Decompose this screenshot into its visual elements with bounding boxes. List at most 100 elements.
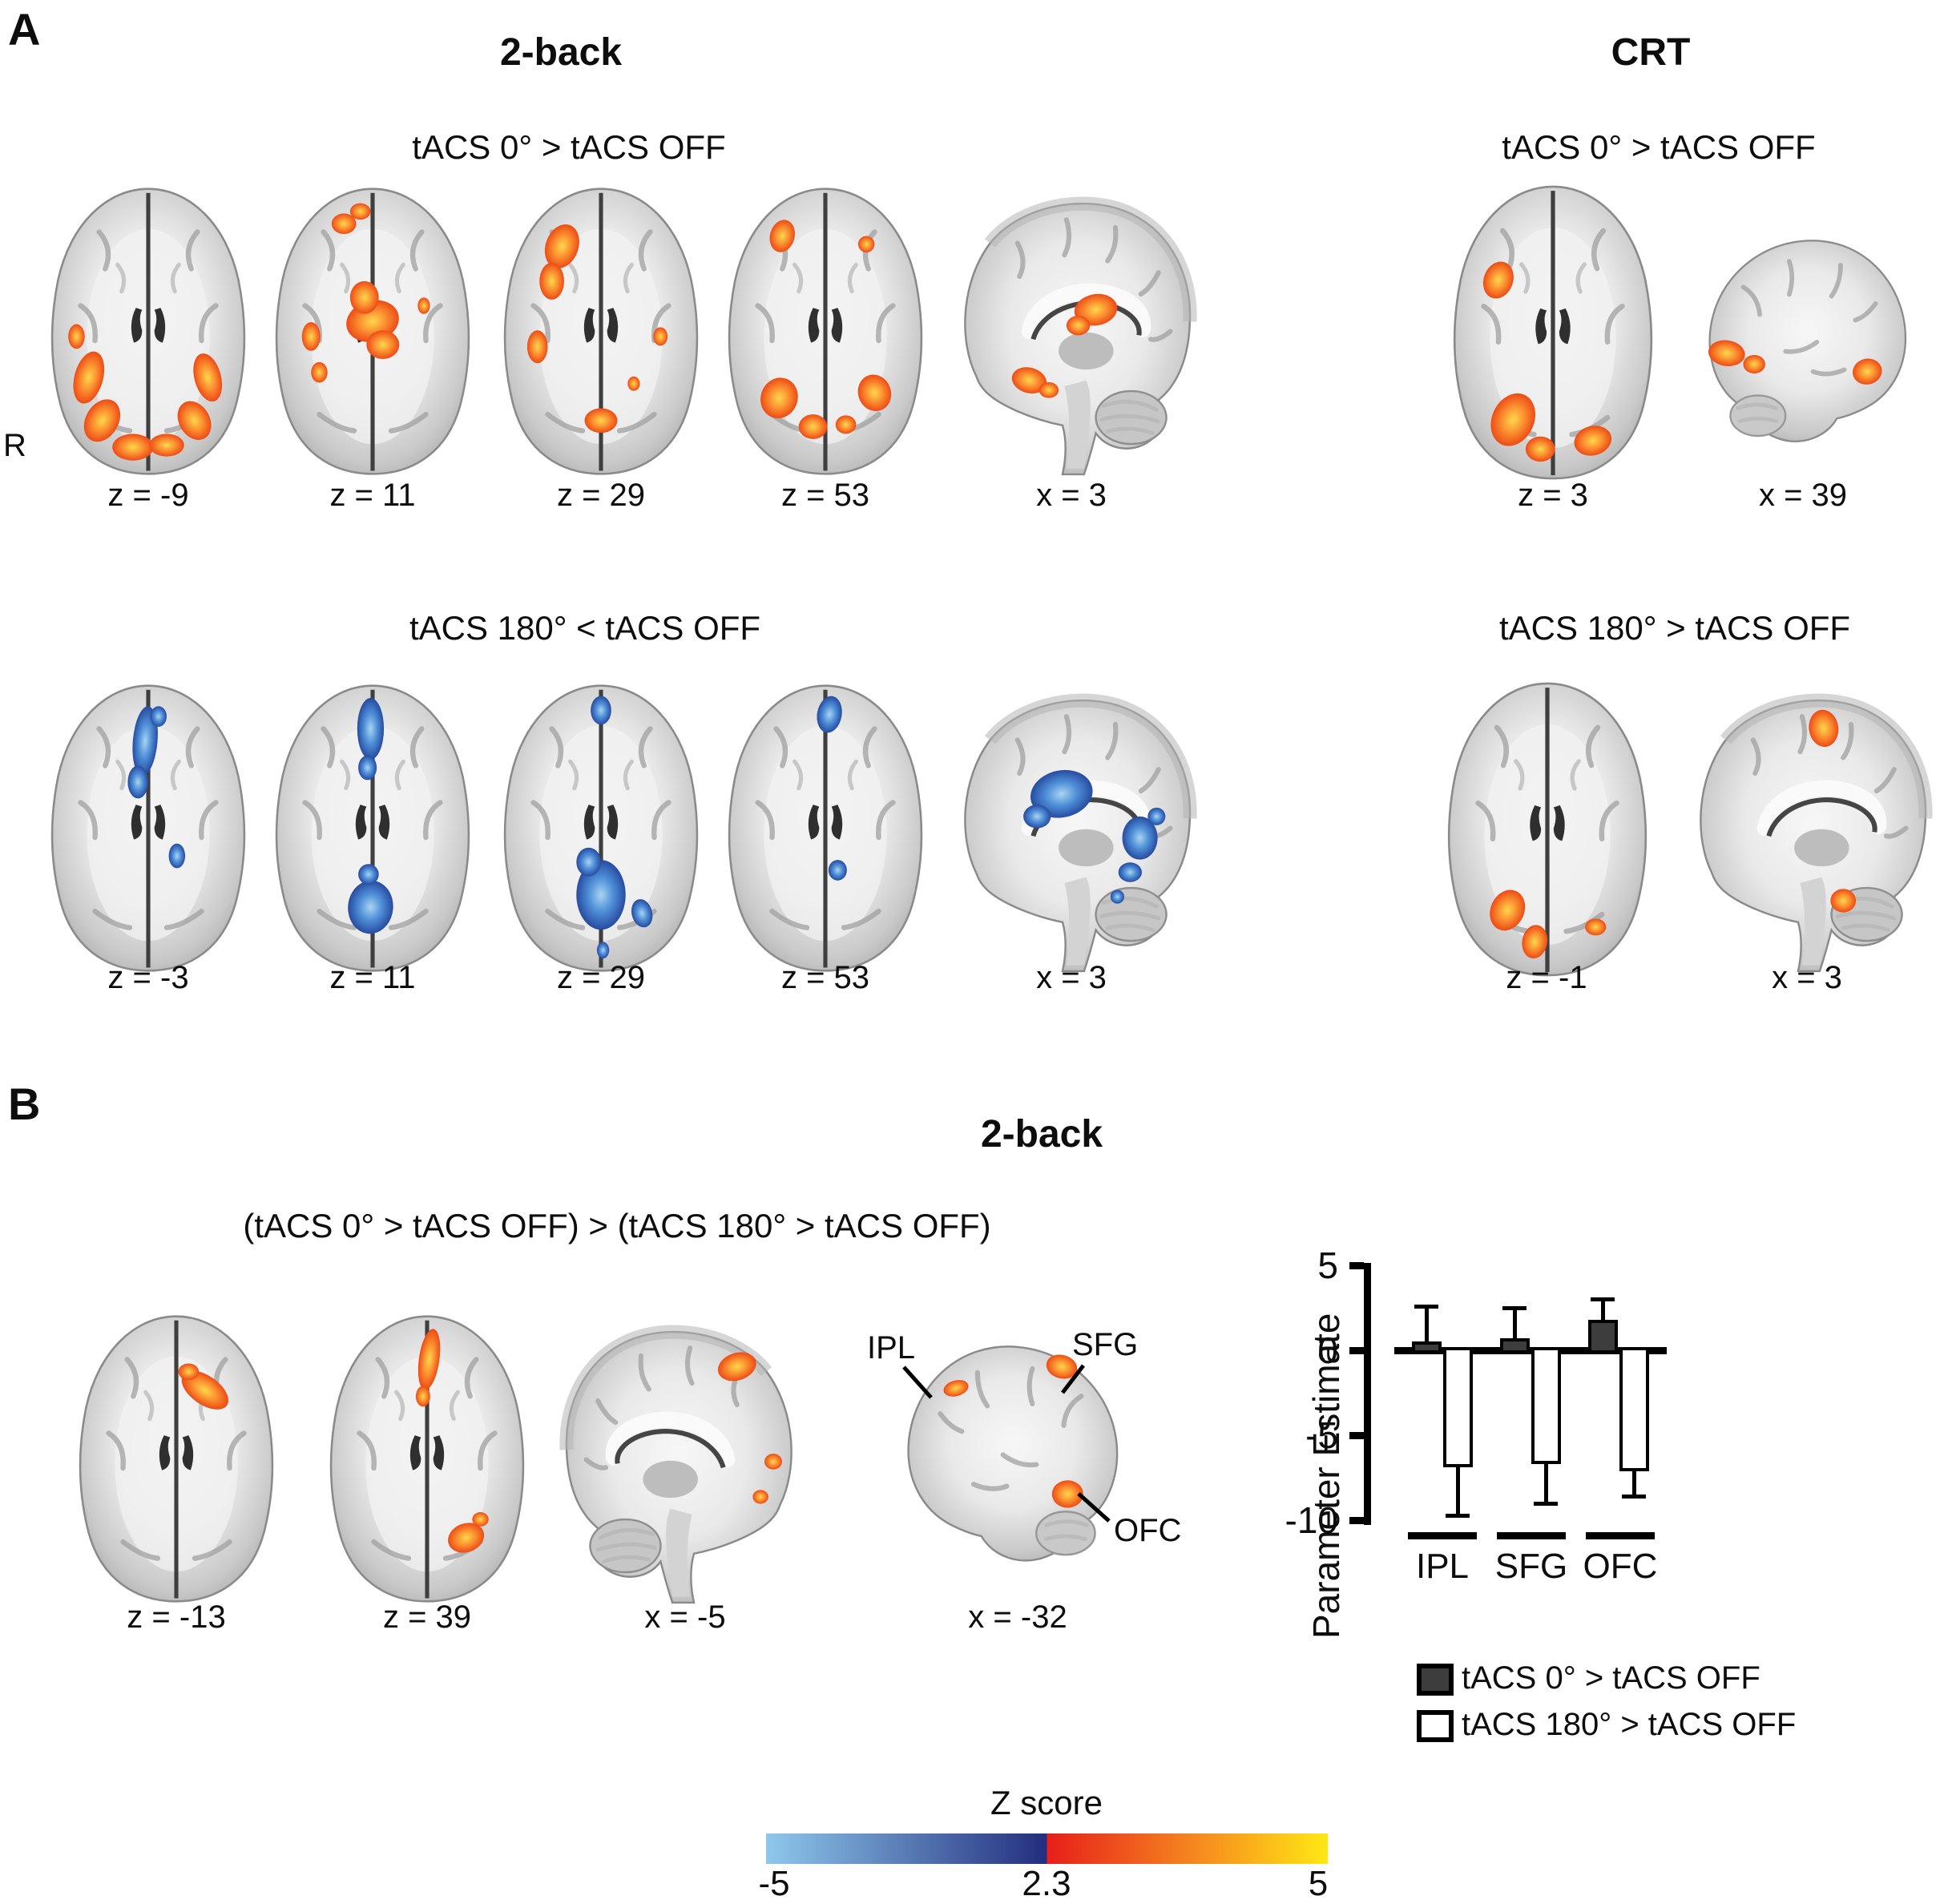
legend-swatch-tacs180 xyxy=(1417,1710,1454,1742)
activation-overlay-hot xyxy=(1708,340,1882,385)
colorbar-tick-pos: 5 xyxy=(1308,1864,1329,1903)
brain-slice-b-x-5 xyxy=(553,1313,817,1607)
activation-overlay-hot xyxy=(760,220,892,439)
brain-slice-2back-row1-z29 xyxy=(498,183,704,480)
chart-category-underline xyxy=(1586,1532,1655,1539)
chart-bar xyxy=(1412,1341,1442,1350)
annotation-lines xyxy=(902,1364,1111,1523)
activation-overlay-hot xyxy=(1490,889,1607,958)
activation-overlay-hot xyxy=(1809,709,1857,913)
ofc-annotation-line xyxy=(1077,1492,1111,1523)
slice-label: z = 29 xyxy=(556,960,646,995)
brain-slice-2back-row1-z53 xyxy=(723,183,928,480)
panel-a-label: A xyxy=(8,4,41,54)
activation-overlay-cold xyxy=(576,696,653,958)
brain-slice-crt-row1-x39 xyxy=(1679,204,1927,480)
chart-y-tick-label: -10 xyxy=(1285,1499,1338,1541)
brain-slice-2back-row2-z-3 xyxy=(46,680,251,977)
chart-error-line xyxy=(1544,1464,1548,1503)
slice-label: x = 3 xyxy=(1772,960,1842,995)
activation-overlay-cold xyxy=(348,698,393,934)
activation-overlay-hot xyxy=(717,1352,782,1504)
contrast-2back-row2: tACS 180° < tACS OFF xyxy=(409,609,761,647)
slice-label: z = -9 xyxy=(107,478,189,513)
chart-zero-line xyxy=(1394,1347,1667,1354)
slice-label: z = 39 xyxy=(382,1599,472,1635)
activation-overlay-cold xyxy=(1023,769,1166,904)
chart-error-cap xyxy=(1534,1501,1558,1506)
chart-y-tick-label: 0 xyxy=(1317,1329,1338,1371)
activation-overlay-hot xyxy=(1011,293,1118,398)
chart-bar xyxy=(1443,1350,1473,1468)
legend-label-tacs180: tACS 180° > tACS OFF xyxy=(1462,1707,1797,1742)
sfg-annotation-line xyxy=(1061,1364,1085,1394)
chart-error-cap xyxy=(1591,1297,1615,1302)
chart-y-tick-label: -5 xyxy=(1305,1414,1338,1456)
slice-label: z = 11 xyxy=(329,478,416,513)
slice-label: z = 53 xyxy=(780,478,870,513)
ipl-annotation-line xyxy=(902,1365,933,1399)
slice-label: z = -13 xyxy=(127,1599,226,1635)
panel-b-title: 2-back xyxy=(980,1113,1103,1156)
chart-error-line xyxy=(1456,1467,1460,1515)
chart-category-label: IPL xyxy=(1415,1547,1470,1586)
activation-overlay-cold xyxy=(127,706,186,869)
chart-y-tick xyxy=(1349,1262,1364,1269)
chart-category-label: OFC xyxy=(1583,1547,1658,1586)
chart-error-cap xyxy=(1622,1495,1646,1499)
brain-slice-2back-row1-z-9 xyxy=(46,183,251,480)
brain-slice-crt-row2-x3 xyxy=(1675,681,1939,975)
chart-y-tick xyxy=(1349,1432,1364,1439)
chart-y-tick xyxy=(1349,1517,1364,1524)
crt-title: CRT xyxy=(1611,31,1691,74)
brain-slice-2back-row2-z11 xyxy=(270,680,475,977)
chart-error-cap xyxy=(1446,1513,1470,1518)
brain-slice-2back-row2-x3 xyxy=(939,681,1204,975)
legend-label-tacs0: tACS 0° > tACS OFF xyxy=(1462,1660,1760,1696)
region-annotation-sfg: SFG xyxy=(1072,1327,1139,1362)
slice-label: z = -3 xyxy=(107,960,189,995)
slice-label: z = 11 xyxy=(329,960,416,995)
chart-error-cap xyxy=(1414,1304,1438,1309)
brain-slice-b-z-13 xyxy=(74,1310,279,1608)
chart-error-line xyxy=(1601,1299,1605,1320)
chart-bar xyxy=(1619,1350,1649,1471)
contrast-crt-row2: tACS 180° > tACS OFF xyxy=(1498,609,1851,647)
slice-label: x = 3 xyxy=(1036,960,1107,995)
region-annotation-ofc: OFC xyxy=(1114,1513,1182,1548)
chart-y-tick-label: 5 xyxy=(1317,1244,1338,1286)
slice-label: x = 39 xyxy=(1758,478,1848,513)
region-annotation-ipl: IPL xyxy=(867,1330,916,1365)
two-back-title: 2-back xyxy=(499,31,623,74)
slice-label: x = -32 xyxy=(968,1599,1067,1635)
brain-slice-2back-row1-x3 xyxy=(939,184,1204,478)
chart-error-line xyxy=(1513,1308,1517,1339)
slice-label: z = 3 xyxy=(1518,478,1588,513)
legend-swatch-tacs0 xyxy=(1417,1664,1454,1696)
activation-overlay-hot xyxy=(178,1363,228,1410)
activation-overlay-hot xyxy=(943,1354,1083,1508)
chart-y-tick xyxy=(1349,1347,1364,1354)
activation-overlay-hot xyxy=(1482,261,1612,462)
activation-overlay-hot xyxy=(68,324,223,461)
brain-slice-2back-row1-z11 xyxy=(270,183,475,480)
brain-slice-2back-row2-z53 xyxy=(723,680,928,977)
colorbar-tick-threshold: 2.3 xyxy=(1022,1864,1071,1903)
slice-label: x = -5 xyxy=(644,1599,726,1635)
chart-category-underline xyxy=(1497,1532,1566,1539)
activation-overlay-hot xyxy=(301,203,430,383)
chart-category-underline xyxy=(1408,1532,1477,1539)
brain-slice-b-x-32 xyxy=(885,1308,1150,1602)
chart-bar xyxy=(1588,1319,1618,1350)
chart-error-line xyxy=(1425,1305,1429,1342)
slice-label: z = -1 xyxy=(1506,960,1587,995)
colorbar-gradient xyxy=(766,1833,1328,1864)
brain-slice-b-z39 xyxy=(325,1310,530,1608)
chart-error-cap xyxy=(1502,1306,1527,1310)
chart-bar xyxy=(1531,1350,1561,1465)
slice-label: z = 29 xyxy=(556,478,646,513)
activation-overlay-cold xyxy=(817,696,847,881)
slice-label: x = 3 xyxy=(1036,478,1107,513)
